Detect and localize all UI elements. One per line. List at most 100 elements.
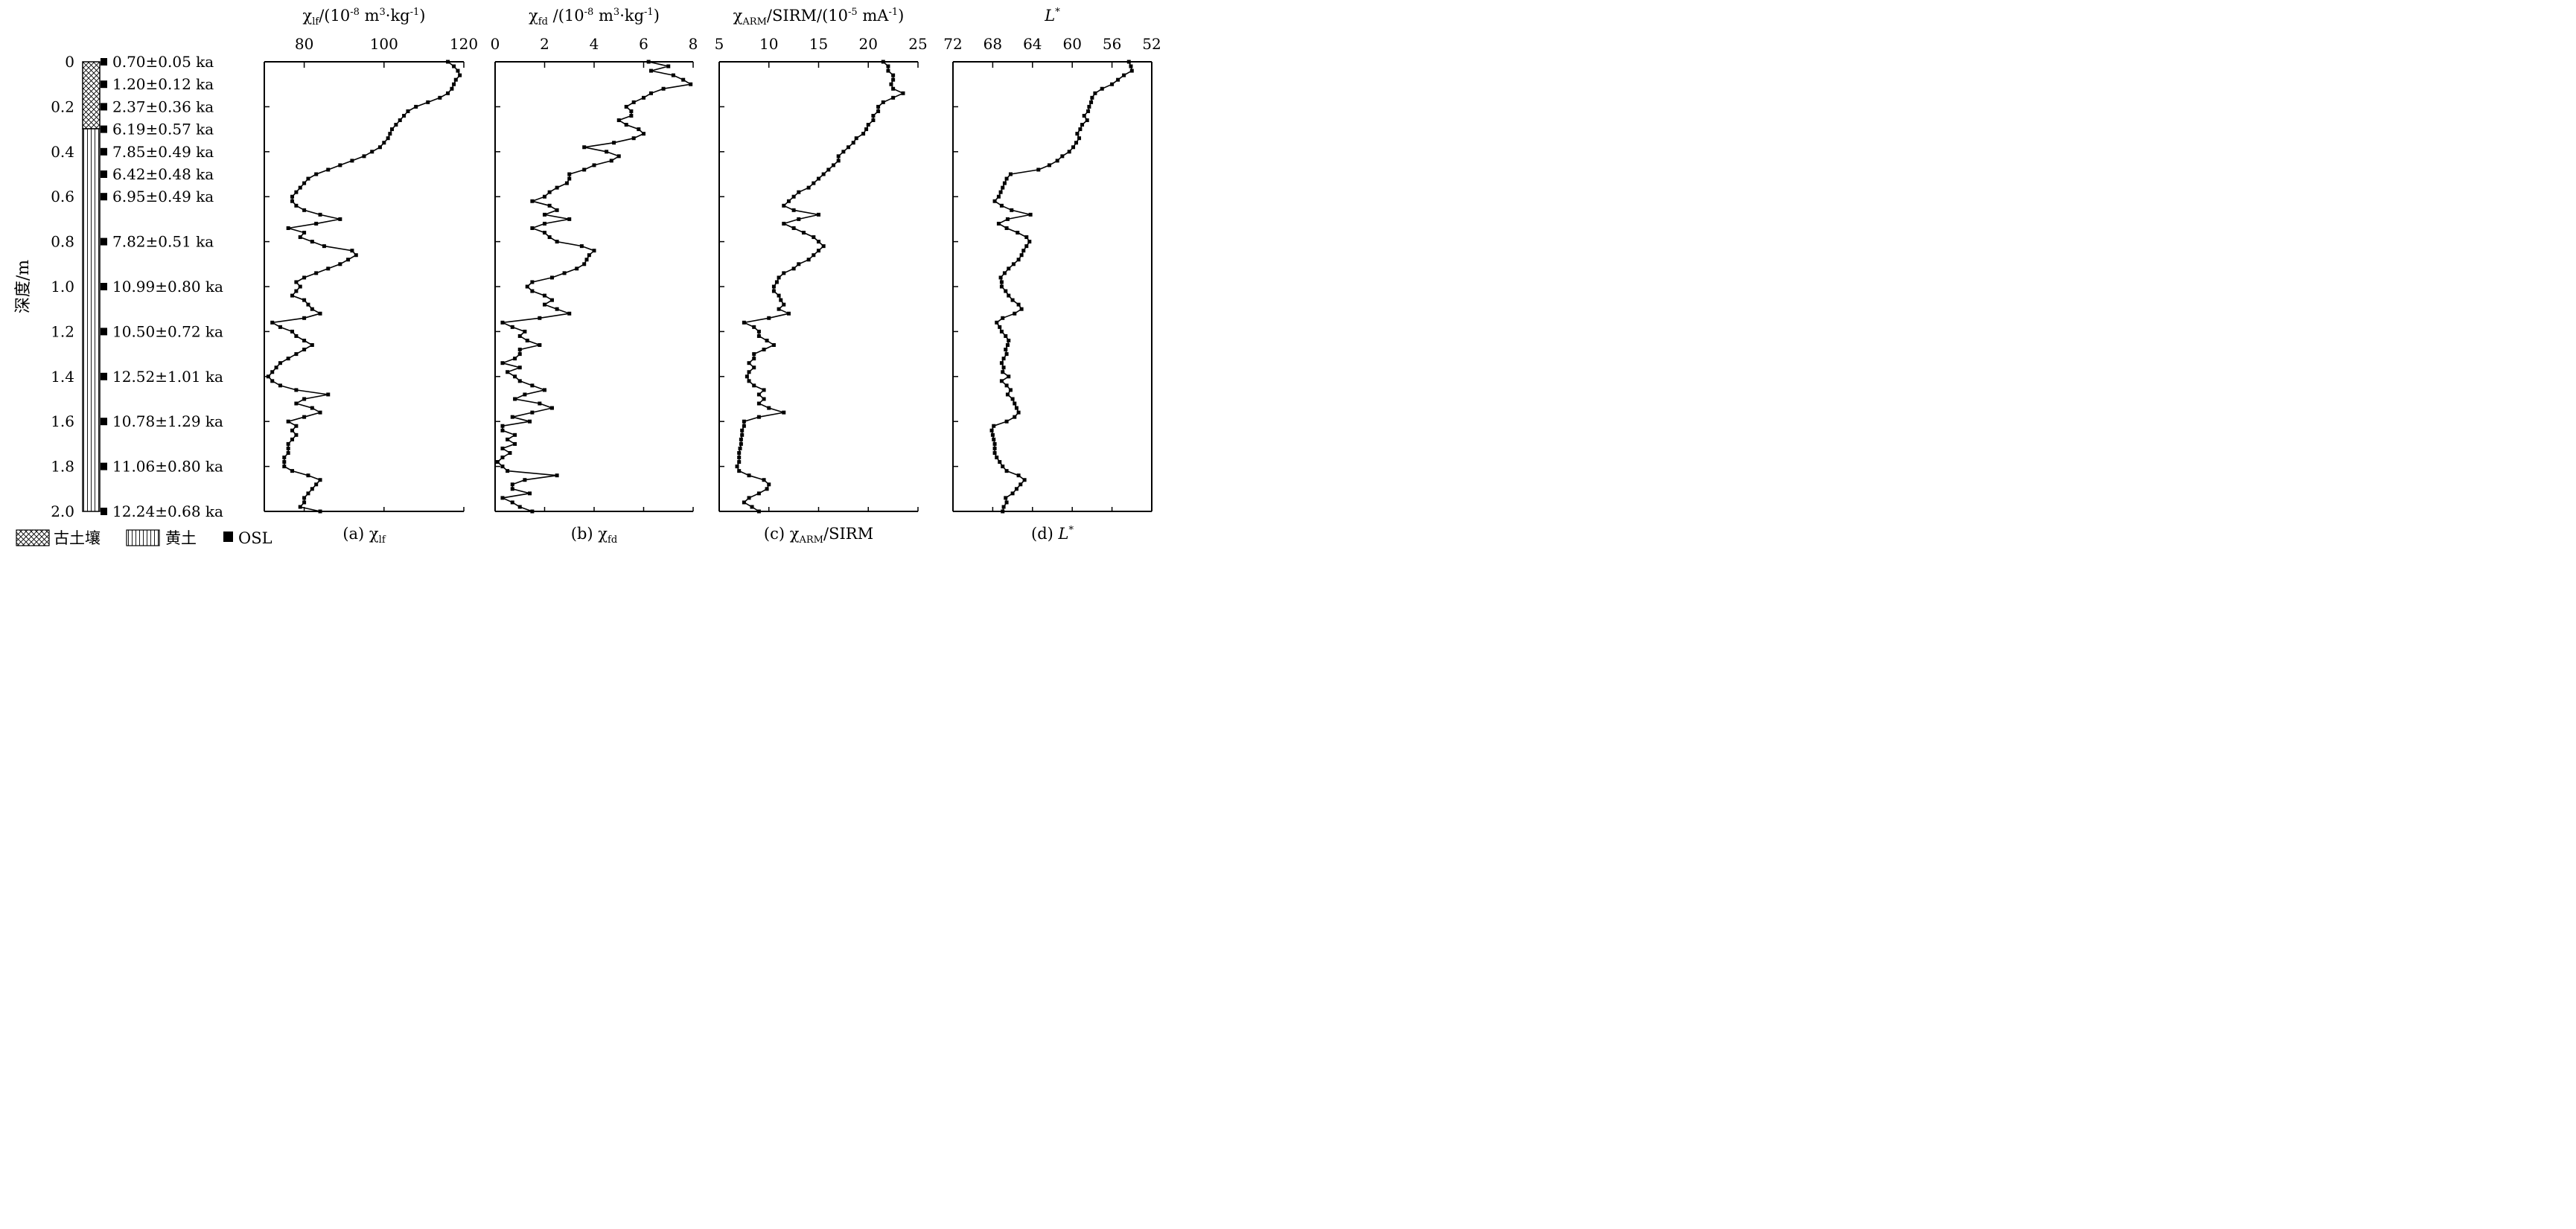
data-point (998, 275, 1003, 280)
data-point (290, 194, 295, 199)
depth-tick-label: 0.8 (51, 233, 74, 251)
data-point (346, 258, 351, 262)
data-point (747, 473, 751, 478)
data-point (1008, 172, 1013, 176)
panel-caption: (d) L* (1031, 525, 1074, 543)
data-point (298, 235, 302, 240)
data-point (995, 320, 999, 325)
osl-marker (101, 170, 107, 178)
depth-axis-label: 深度/m (14, 260, 33, 313)
data-point (1071, 145, 1076, 150)
data-point (886, 64, 890, 68)
data-point (290, 199, 295, 203)
data-point (1077, 136, 1082, 141)
osl-age-label: 6.95±0.49 ka (112, 188, 214, 205)
data-point (1082, 113, 1086, 118)
data-point (456, 68, 460, 73)
data-point (891, 95, 896, 100)
data-point (543, 302, 546, 307)
legend-loess-swatch (126, 529, 160, 546)
data-point (1110, 82, 1115, 86)
osl-age-label: 10.78±1.29 ka (112, 412, 223, 430)
data-point (506, 469, 510, 473)
data-point (426, 100, 430, 104)
data-point (1018, 482, 1023, 487)
data-point (506, 437, 510, 441)
data-point (889, 82, 893, 86)
legend-osl-marker (223, 531, 233, 542)
data-point (777, 293, 781, 298)
osl-marker (101, 508, 107, 515)
data-point (549, 406, 554, 410)
data-point (1004, 500, 1009, 505)
data-point (564, 181, 569, 185)
x-tick-label: 72 (943, 35, 962, 53)
data-point (1087, 104, 1091, 109)
data-point (318, 212, 322, 217)
osl-age-label: 10.50±0.72 ka (112, 322, 223, 340)
data-point (582, 262, 587, 266)
data-point (450, 86, 454, 91)
data-point (370, 150, 374, 154)
data-point (1089, 100, 1094, 104)
data-point (306, 302, 310, 307)
data-point (306, 491, 310, 496)
data-point (629, 113, 634, 118)
data-point (1093, 91, 1097, 95)
data-point (756, 509, 761, 514)
data-point (767, 482, 771, 487)
data-point (302, 275, 307, 280)
data-point (338, 262, 342, 266)
data-point (500, 424, 505, 428)
data-point (995, 456, 999, 460)
osl-samples: 0.70±0.05 ka 1.20±0.12 ka 2.37±0.36 ka 6.19… (101, 53, 223, 520)
data-point (1024, 235, 1029, 240)
data-point (836, 159, 841, 163)
data-point (306, 473, 310, 478)
data-point (278, 325, 282, 329)
data-point (817, 176, 820, 181)
data-point (523, 329, 527, 333)
data-point (841, 150, 846, 154)
data-point (1055, 159, 1059, 163)
data-point (1028, 212, 1033, 217)
data-point (742, 424, 746, 428)
data-point (1021, 249, 1026, 253)
data-point (812, 235, 816, 240)
data-point (762, 388, 766, 392)
data-point (609, 159, 613, 163)
data-point (1004, 352, 1009, 357)
x-tick-label: 6 (639, 35, 648, 53)
data-point (752, 383, 756, 388)
data-point (996, 221, 1001, 226)
data-point (1005, 217, 1010, 221)
data-point (294, 333, 299, 338)
data-point (782, 203, 786, 208)
data-point (500, 320, 505, 325)
data-point (266, 374, 270, 379)
osl-age-label: 12.24±0.68 ka (112, 502, 223, 520)
data-point (310, 343, 314, 348)
data-point (294, 190, 299, 194)
data-point (555, 240, 559, 244)
data-point (637, 127, 641, 132)
data-point (1016, 410, 1021, 415)
data-point (500, 428, 505, 432)
paleosol-unit (82, 61, 101, 130)
data-point (282, 456, 287, 460)
data-point (453, 77, 458, 82)
data-point (517, 505, 522, 509)
data-point (318, 410, 322, 415)
data-point (756, 392, 761, 397)
data-point (302, 208, 307, 212)
data-point (648, 68, 653, 73)
data-point (836, 154, 841, 159)
osl-marker (101, 237, 107, 246)
x-tick-label: 100 (370, 35, 398, 53)
data-point (765, 487, 769, 491)
data-point (1008, 388, 1013, 392)
data-point (458, 73, 462, 77)
data-point (992, 446, 997, 450)
